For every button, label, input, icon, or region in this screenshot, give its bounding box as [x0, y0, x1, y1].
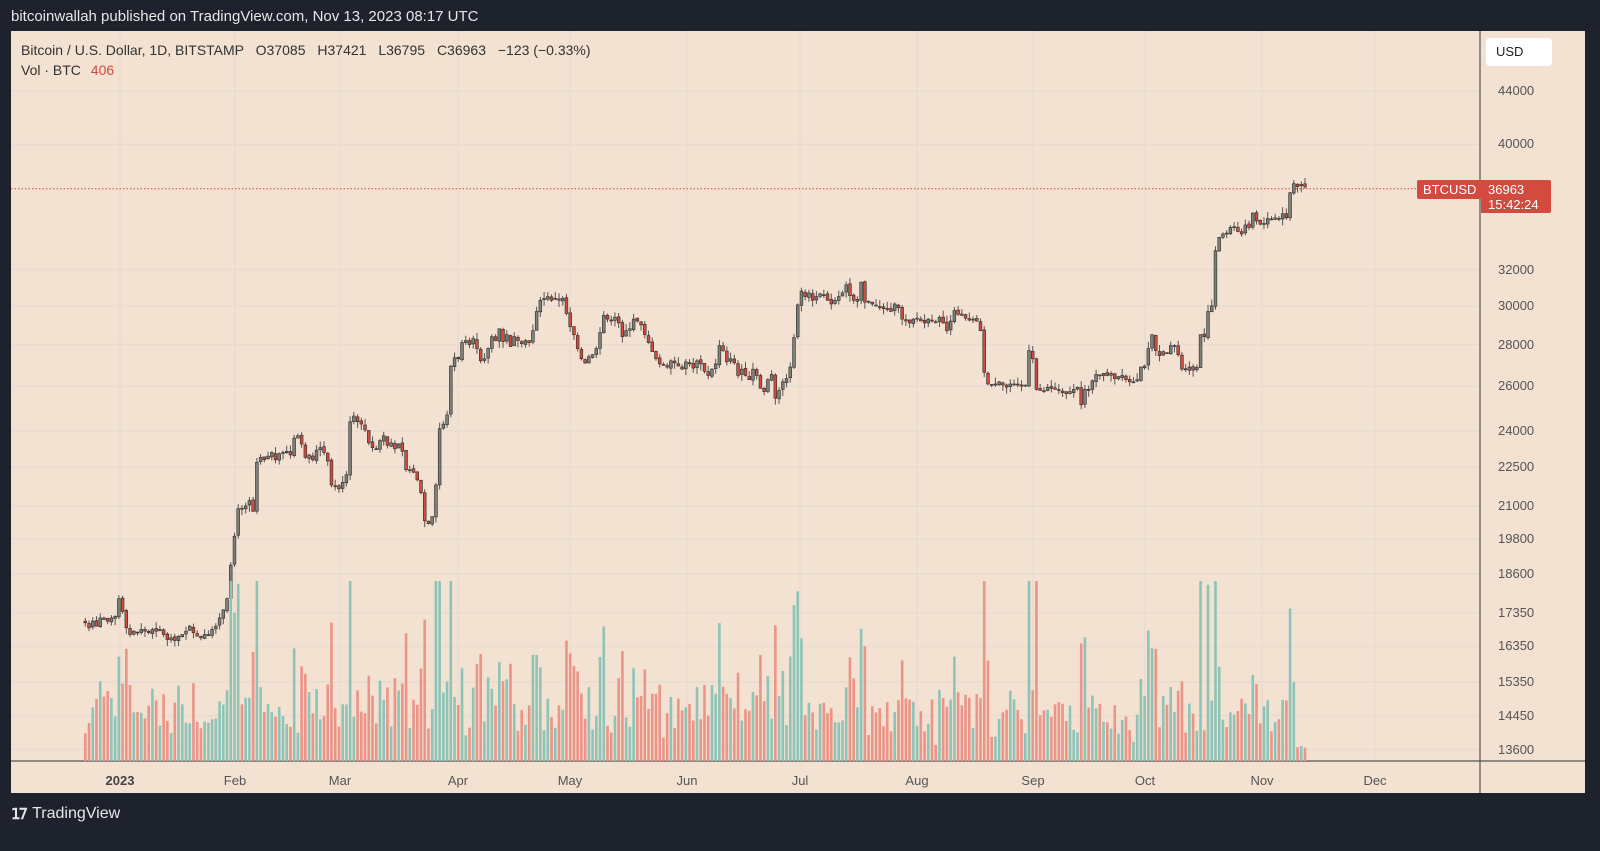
chart-area[interactable]: Bitcoin / U.S. Dollar, 1D, BITSTAMP O370…: [11, 31, 1585, 793]
last-price-value: 36963: [1488, 182, 1525, 197]
time-tick-label: Jul: [791, 773, 809, 788]
bar-countdown: 15:42:24: [1488, 197, 1539, 212]
price-tick-label: 24000: [1498, 423, 1535, 439]
time-tick-label: Aug: [905, 773, 929, 788]
price-tick-label: 28000: [1498, 336, 1535, 352]
time-tick-label: Mar: [328, 773, 352, 788]
time-tick-label: 2023: [105, 773, 135, 788]
price-tick-label: 22500: [1498, 459, 1535, 475]
symbol-price-tag: BTCUSD: [1417, 180, 1483, 199]
time-tick-label: Oct: [1134, 773, 1156, 788]
time-tick-label: Nov: [1250, 773, 1274, 788]
price-tick-label: 19800: [1498, 530, 1535, 546]
change-value: −123 (−0.33%): [497, 42, 591, 58]
price-tick-label: 30000: [1498, 297, 1535, 313]
price-tick-label: 14450: [1498, 707, 1535, 723]
symbol-description: Bitcoin / U.S. Dollar, 1D, BITSTAMP: [21, 42, 244, 58]
price-tick-label: 18600: [1498, 566, 1535, 582]
volume-value: 406: [90, 62, 115, 78]
tradingview-logo[interactable]: 𝟣𝟩 TradingView: [11, 805, 120, 823]
close-value: C36963: [436, 42, 486, 58]
publisher-header: bitcoinwallah published on TradingView.c…: [11, 8, 479, 25]
price-tick-label: 40000: [1498, 136, 1535, 152]
time-tick-label: Jun: [676, 773, 698, 788]
price-tick-label: 32000: [1498, 261, 1535, 277]
volume-line: Vol · BTC 406: [21, 60, 591, 80]
time-tick-label: Apr: [447, 773, 469, 788]
price-tick-label: 13600: [1498, 741, 1535, 757]
low-value: L36795: [378, 42, 426, 58]
candlestick-chart[interactable]: [11, 31, 1585, 793]
last-price-tag: 36963 15:42:24: [1481, 180, 1551, 213]
brand-name: TradingView: [32, 805, 121, 822]
price-tick-label: 44000: [1498, 83, 1535, 98]
currency-button[interactable]: USD: [1486, 38, 1552, 66]
chart-legend: Bitcoin / U.S. Dollar, 1D, BITSTAMP O370…: [21, 40, 591, 80]
open-value: O37085: [255, 42, 306, 58]
time-tick-label: Sep: [1021, 773, 1045, 788]
price-tick-label: 21000: [1498, 497, 1535, 513]
price-tick-label: 16350: [1498, 638, 1535, 654]
time-tick-label: May: [557, 773, 583, 788]
volume-label: Vol · BTC: [21, 62, 81, 78]
price-tick-label: 26000: [1498, 378, 1535, 394]
price-tick-label: 17350: [1498, 605, 1535, 621]
tradingview-icon: 𝟣𝟩: [11, 806, 28, 823]
time-tick-label: Feb: [223, 773, 247, 788]
ohlc-line: Bitcoin / U.S. Dollar, 1D, BITSTAMP O370…: [21, 40, 591, 60]
price-tick-label: 15350: [1498, 673, 1535, 689]
time-tick-label: Dec: [1363, 773, 1387, 788]
high-value: H37421: [317, 42, 367, 58]
